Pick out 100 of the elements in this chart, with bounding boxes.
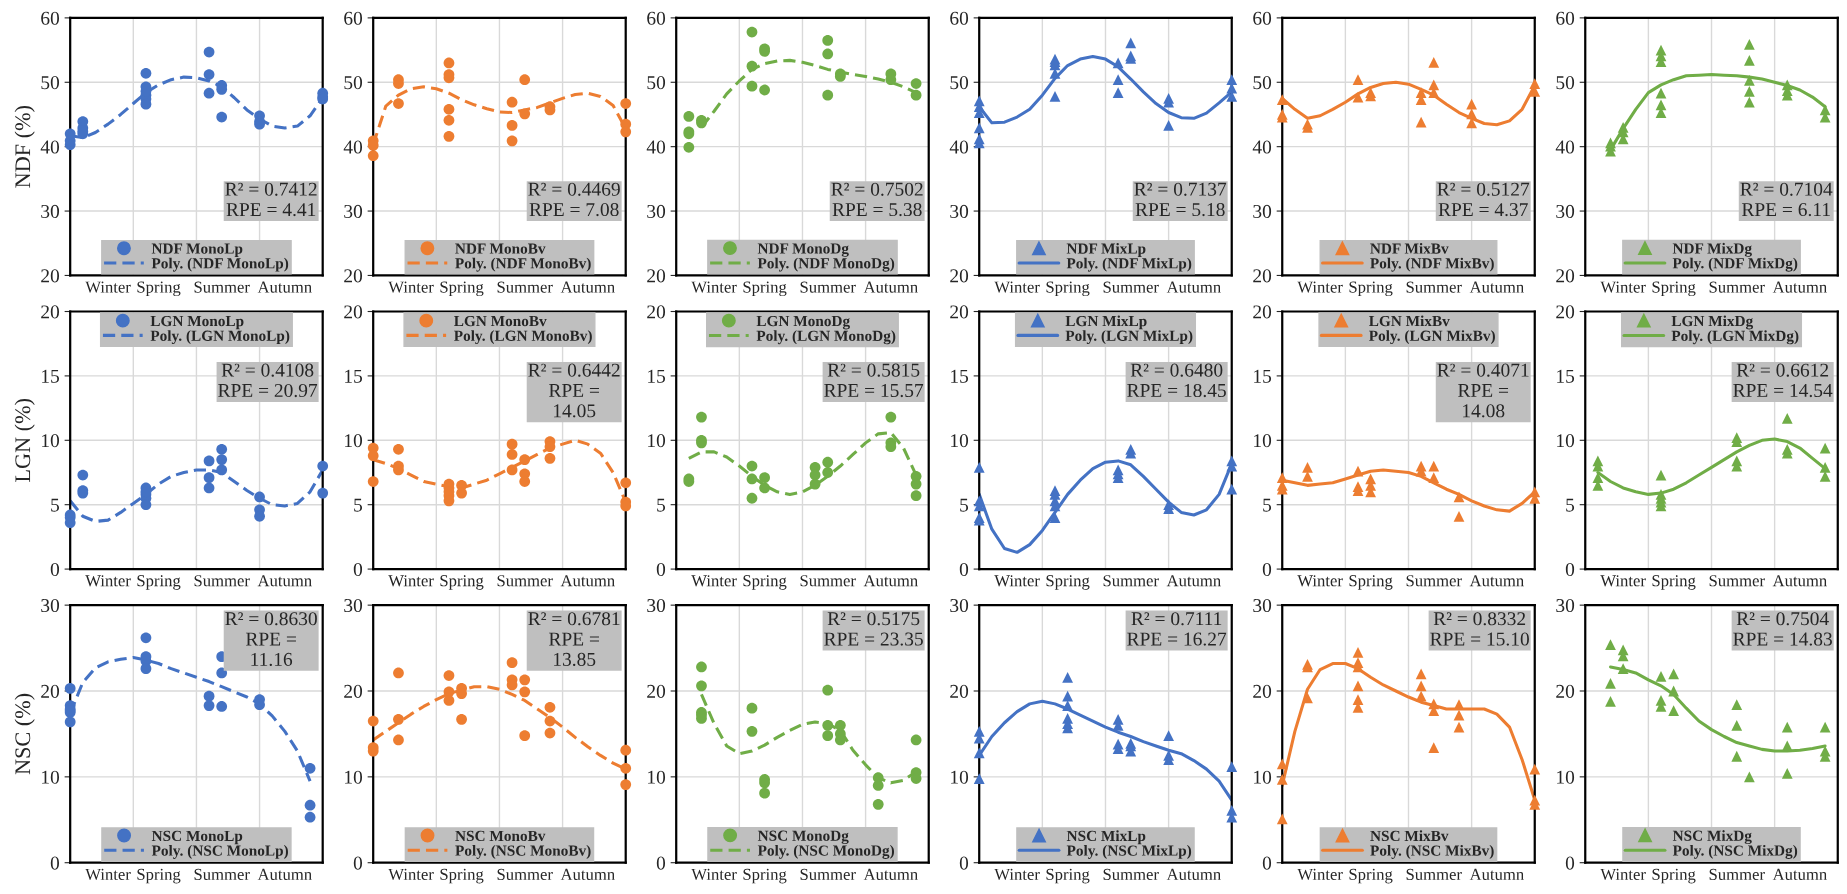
x-tick-label: Summer	[497, 868, 553, 880]
legend-label: Poly. (NSC MixDg)	[1672, 844, 1798, 859]
x-tick-label: Winter	[388, 868, 434, 881]
annotation: R² = 0.7412 RPE = 4.41	[225, 182, 317, 217]
x-tick-label: Spring	[440, 575, 484, 590]
y-tick-label: 20	[647, 305, 666, 319]
y-tick-label: 20	[1253, 269, 1272, 283]
x-tick-label: Summer	[800, 868, 856, 880]
y-tick-label: 10	[951, 434, 969, 448]
x-tick-label: Spring	[1652, 281, 1696, 297]
y-tick-label: 10	[1557, 434, 1575, 448]
x-tick-label: Spring	[1349, 868, 1393, 884]
y-tick-label: 30	[344, 204, 363, 218]
x-tick-label: Spring	[1652, 575, 1696, 590]
x-tick-label: Summer	[1709, 868, 1765, 880]
x-tick-label: Autumn	[1469, 868, 1524, 880]
x-tick-label: Autumn	[1772, 575, 1827, 587]
legend-label: Poly. (NSC MonoLp)	[151, 844, 288, 859]
x-tick-label: Winter	[388, 281, 434, 293]
legend-label: Poly. (LGN MonoLp)	[150, 330, 290, 345]
y-tick-label: 20	[1556, 305, 1575, 319]
legend-label: LGN MonoBv	[454, 315, 547, 327]
y-tick-label: 30	[950, 598, 969, 613]
y-tick-label: 0	[353, 562, 363, 577]
x-tick-label: Winter	[994, 868, 1040, 881]
y-tick-label: 20	[647, 269, 666, 283]
legend-label: Poly. (LGN MixLp)	[1065, 330, 1193, 345]
legend-label: Poly. (NSC MixLp)	[1066, 844, 1192, 859]
y-tick-label: 0	[1262, 562, 1272, 577]
legend-label: NSC MonoBv	[455, 830, 546, 842]
y-axis-title: NSC (%)	[14, 693, 35, 775]
y-tick-label: 30	[1253, 204, 1272, 218]
y-tick-label: 5	[1263, 498, 1272, 512]
y-tick-label: 10	[42, 434, 60, 448]
y-tick-label: 15	[648, 369, 666, 383]
y-tick-label: 40	[646, 140, 666, 154]
y-tick-label: 15	[951, 369, 969, 383]
y-tick-label: 0	[1565, 562, 1575, 577]
y-tick-label: 10	[1557, 770, 1575, 784]
y-tick-label: 20	[344, 684, 363, 698]
y-tick-label: 0	[50, 856, 60, 870]
annotation: R² = 0.4071 RPE = 14.08	[1437, 363, 1529, 418]
x-tick-label: Spring	[1652, 868, 1696, 884]
y-axis-title: LGN (%)	[14, 399, 35, 482]
x-tick-label: Summer	[194, 281, 250, 293]
x-tick-label: Summer	[1406, 281, 1462, 293]
y-tick-label: 50	[647, 76, 666, 90]
legend-label: NDF MonoBv	[455, 243, 546, 254]
annotation: R² = 0.6442 RPE = 14.05	[528, 363, 620, 418]
y-tick-label: 40	[343, 140, 363, 154]
y-tick-label: 50	[41, 76, 60, 90]
x-tick-label: Summer	[497, 281, 553, 293]
y-tick-label: 10	[1254, 434, 1272, 448]
annotation: R² = 0.6781 RPE = 13.85	[528, 612, 620, 667]
x-tick-label: Summer	[194, 868, 250, 880]
x-tick-label: Spring	[137, 868, 181, 884]
legend-label: LGN MixLp	[1065, 315, 1147, 330]
legend-label: LGN MonoLp	[150, 315, 244, 330]
x-tick-label: Summer	[1709, 575, 1765, 587]
y-tick-label: 60	[950, 11, 969, 25]
legend-label: Poly. (LGN MixBv)	[1368, 330, 1495, 345]
legend-label: Poly. (NDF MixBv)	[1370, 257, 1494, 272]
x-tick-label: Spring	[743, 868, 787, 884]
y-tick-label: 0	[656, 562, 666, 577]
legend-label: Poly. (NDF MonoBv)	[455, 257, 591, 272]
legend-label: NSC MonoDg	[757, 830, 849, 845]
x-tick-label: Spring	[743, 281, 787, 297]
y-tick-label: 30	[950, 204, 969, 218]
x-tick-label: Winter	[1600, 281, 1646, 293]
y-tick-label: 0	[50, 562, 60, 577]
x-tick-label: Winter	[691, 281, 737, 293]
y-axis-title: NDF (%)	[14, 105, 35, 188]
legend-label: LGN MonoDg	[756, 315, 850, 330]
legend-label: Poly. (NDF MixLp)	[1066, 257, 1192, 272]
x-tick-label: Autumn	[257, 281, 312, 293]
x-tick-label: Autumn	[1166, 868, 1221, 880]
y-tick-label: 40	[1555, 140, 1575, 154]
y-tick-label: 10	[345, 434, 363, 448]
y-tick-label: 40	[949, 140, 969, 154]
x-tick-label: Autumn	[1772, 281, 1827, 293]
y-tick-label: 40	[40, 140, 60, 154]
legend-label: Poly. (NSC MixBv)	[1370, 844, 1494, 859]
x-tick-label: Summer	[1103, 575, 1159, 587]
y-tick-label: 30	[647, 598, 666, 613]
y-tick-label: 20	[344, 305, 363, 319]
y-tick-label: 15	[42, 369, 60, 383]
y-tick-label: 5	[51, 498, 60, 512]
y-tick-label: 20	[41, 684, 60, 698]
x-tick-label: Winter	[1600, 575, 1646, 587]
y-tick-label: 30	[344, 598, 363, 613]
x-tick-label: Spring	[137, 575, 181, 590]
x-tick-label: Autumn	[1166, 281, 1221, 293]
y-tick-label: 0	[1262, 856, 1272, 870]
x-tick-label: Winter	[691, 868, 737, 881]
y-tick-label: 40	[1252, 140, 1272, 154]
annotation: R² = 0.7137 RPE = 5.18	[1134, 182, 1227, 217]
legend-label: NDF MixBv	[1370, 243, 1449, 254]
legend-label: Poly. (NSC MonoDg)	[757, 844, 895, 859]
y-tick-label: 5	[657, 498, 666, 512]
y-tick-label: 30	[647, 204, 666, 218]
